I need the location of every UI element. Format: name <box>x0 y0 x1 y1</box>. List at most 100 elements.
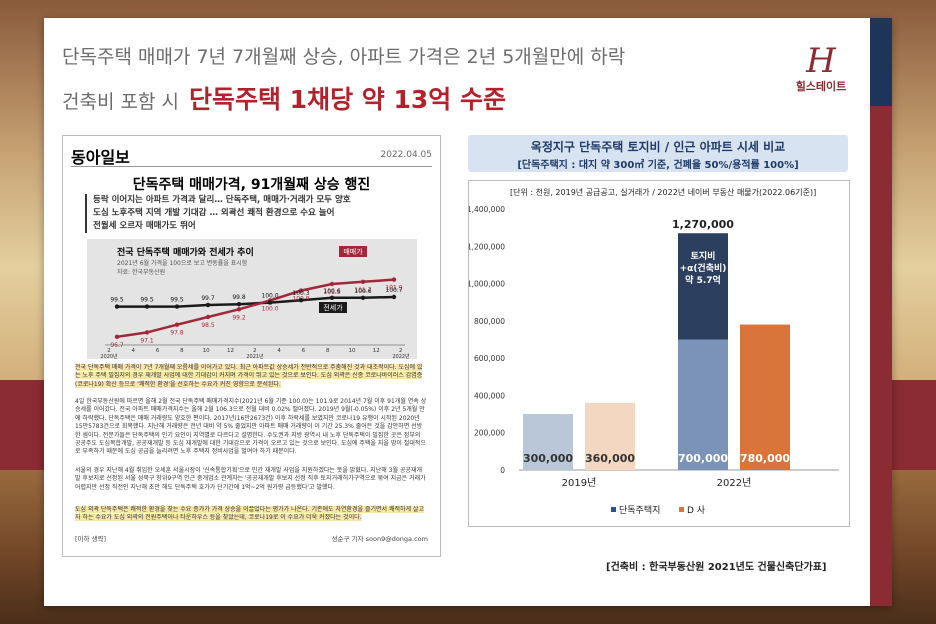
comparison-chart-frame: 0 200,000 400,000 600,000 800,000 1,000,000 1,… <box>467 180 850 527</box>
mini-chart: 전국 단독주택 매매가와 전세가 추이 2021년 6월 가격을 100으로 보… <box>87 239 417 359</box>
sale-value-label: 101.7 <box>354 287 371 294</box>
bar-D 사-2022년 <box>740 324 790 470</box>
jeonse-point <box>360 295 366 300</box>
sale-value-label: 97.8 <box>170 330 184 337</box>
jeonse-point <box>236 302 242 307</box>
bar-stack-build-cost <box>678 233 728 340</box>
mini-month-label: 12 <box>227 348 234 354</box>
stack-label-line: 약 5.7억 <box>685 274 721 286</box>
article-para-2: 4일 한국부동산원에 따르면 올해 2월 전국 단독주택 매매가격지수(2021… <box>75 398 427 456</box>
stack-total-label: 1,270,000 <box>672 218 734 231</box>
mini-chart-plot: 96.799.597.199.597.899.598.599.799.299.8… <box>100 246 410 359</box>
jeonse-point <box>391 294 397 300</box>
mini-month-label: 6 <box>302 348 306 354</box>
article-more: [이하 생략] <box>75 535 107 543</box>
y-tick-label: 1,400,000 <box>469 205 505 214</box>
jeonse-value-label: 100.7 <box>385 287 402 294</box>
mini-month-label: 4 <box>277 348 281 354</box>
jeonse-value-label: 100.3 <box>292 290 309 297</box>
article-byline: 성순구 기자 soon9@donga.com <box>331 535 428 543</box>
sale-value-label: 97.1 <box>140 337 154 344</box>
article-para-1: 전국 단독주택 매매 가격이 7년 7개월째 오름세를 이어가고 있다. 최근 … <box>75 364 423 388</box>
brand-logo: H 힐스테이트 <box>790 44 852 94</box>
jeonse-point <box>174 304 180 309</box>
jeonse-line <box>117 295 395 308</box>
headline-line2: 건축비 포함 시 단독주택 1채당 약 13억 수준 <box>62 80 506 116</box>
subtitle-1: 등락 이어지는 아파트 가격과 달리… 단독주택, 매매가·거래가 모두 양호 <box>93 195 351 205</box>
y-tick-label: 400,000 <box>474 391 505 400</box>
jeonse-point <box>267 300 273 305</box>
sale-value-label: 98.5 <box>201 322 215 329</box>
jeonse-tag-box <box>319 302 347 313</box>
chart-source-note: [건축비 : 한국부동산원 2021년도 건물신축단가표] <box>606 562 827 573</box>
comparison-bar-chart: 0 200,000 400,000 600,000 800,000 1,000,000 1,… <box>467 205 839 516</box>
logo-name: 힐스테이트 <box>795 80 847 93</box>
sale-point <box>144 330 150 335</box>
article-title: 단독주택 매매가격, 91개월째 상승 행진 <box>132 177 371 193</box>
mini-month-label: 2 <box>253 348 256 354</box>
mini-month-label: 8 <box>326 348 330 354</box>
jeonse-point <box>298 298 304 303</box>
bar-value-label: 300,000 <box>523 452 573 465</box>
headline-line1: 단독주택 매매가 7년 7개월째 상승, 아파트 가격은 2년 5개월만에 하락 <box>62 46 626 68</box>
chart-unit-note: [단위 : 천원, 2019년 공급공고, 실거래가 / 2022년 네이버 부… <box>510 188 817 197</box>
sale-point <box>205 314 211 320</box>
jeonse-value-label: 100.6 <box>354 288 371 295</box>
accent-stripe-red <box>870 106 892 606</box>
mini-chart-source: 자료: 한국부동산원 <box>117 269 166 276</box>
jeonse-value-label: 99.8 <box>232 294 246 301</box>
mini-chart-title: 전국 단독주택 매매가와 전세가 추이 <box>117 248 254 258</box>
sale-point <box>114 334 120 339</box>
sale-value-label: 101.9 <box>385 285 402 292</box>
article-para-4: 도심 외곽 단독주택은 쾌적한 환경을 찾는 수요 증가가 가격 상승을 이끌었… <box>75 506 424 522</box>
publisher: 동아일보 <box>71 148 130 167</box>
legend-label-land: 단독주택지 <box>619 505 660 516</box>
jeonse-value-label: 99.5 <box>170 297 184 304</box>
mini-year-label: 2020년 <box>100 353 118 359</box>
bar-value-label: 700,000 <box>678 452 728 465</box>
subtitle-2: 도심 노후주택 지역 개발 기대감 … 외곽선 쾌적 환경으로 수요 늘어 <box>93 208 335 218</box>
x-category-label: 2022년 <box>717 477 752 489</box>
jeonse-value-label: 100.6 <box>323 288 340 295</box>
sale-point <box>298 288 304 293</box>
stack-label-line: 토지비 <box>691 250 716 262</box>
sale-point <box>236 307 242 312</box>
accent-stripe-navy <box>870 18 892 106</box>
legend-label-dsa: D 사 <box>687 505 706 516</box>
mini-month-label: 8 <box>180 348 184 354</box>
mini-month-label: 2 <box>399 348 403 354</box>
y-tick-label: 200,000 <box>474 429 505 438</box>
mini-month-label: 10 <box>203 348 210 354</box>
mini-year-label: 2021년 <box>246 353 264 359</box>
article-para-3: 서울의 경우 지난해 4월 취임한 오세훈 서울시장이 '신속통합기획'으로 민… <box>75 467 426 491</box>
legend-swatch-dsa <box>679 507 684 512</box>
sale-point <box>174 322 180 327</box>
subtitle-3: 전월세 오르자 매매가도 뛰어 <box>93 221 196 231</box>
mini-month-label: 4 <box>132 348 136 354</box>
sale-value-label: 99.2 <box>232 314 246 321</box>
jeonse-point <box>144 304 150 309</box>
y-tick-label: 1,000,000 <box>469 280 505 289</box>
sale-point <box>360 279 366 284</box>
x-category-label: 2019년 <box>562 477 597 489</box>
jeonse-value-label: 99.5 <box>110 297 124 304</box>
jeonse-value-label: 99.7 <box>201 295 215 302</box>
mini-month-label: 12 <box>373 348 380 354</box>
jeonse-value-label: 99.5 <box>140 297 154 304</box>
y-tick-label: 600,000 <box>474 354 505 363</box>
comparison-subtitle: [단독주택지 : 대지 약 300㎡ 기준, 건폐율 50%/용적률 100%] <box>517 160 799 171</box>
sale-tag-box <box>339 246 367 257</box>
y-tick-label: 0 <box>500 466 505 475</box>
mini-year-label: 2022년 <box>392 353 410 359</box>
bar-단독주택지-2019년 <box>523 414 573 470</box>
bar-value-label: 780,000 <box>740 452 790 465</box>
jeonse-point <box>114 304 120 309</box>
newspaper-clipping: 동아일보 2022.04.05 단독주택 매매가격, 91개월째 상승 행진 등… <box>62 135 441 557</box>
sale-value-label: 100.0 <box>261 306 278 313</box>
stack-label-line: +α(건축비) <box>680 262 727 274</box>
headline-emphasis: 단독주택 1채당 약 13억 수준 <box>188 85 506 114</box>
mini-month-label: 10 <box>349 348 356 354</box>
jeonse-point <box>205 302 211 308</box>
jeonse-tag: 전세가 <box>323 303 343 312</box>
bar-단독주택지-2022년 <box>678 339 728 470</box>
